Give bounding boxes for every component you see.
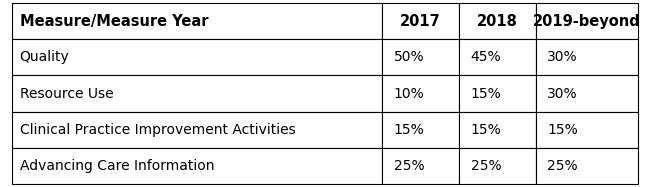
Text: Measure/Measure Year: Measure/Measure Year (20, 14, 208, 29)
Bar (536, 76, 638, 111)
Bar (459, 148, 536, 184)
Text: Quality: Quality (20, 50, 70, 65)
Bar (536, 111, 638, 148)
Bar (12, 76, 382, 111)
Text: 15%: 15% (547, 122, 578, 137)
Text: 15%: 15% (471, 87, 501, 100)
Bar (459, 3, 536, 39)
Text: 50%: 50% (394, 50, 424, 65)
Bar (12, 39, 382, 76)
Bar (382, 3, 459, 39)
Text: 30%: 30% (547, 50, 578, 65)
Text: 10%: 10% (394, 87, 424, 100)
Text: Clinical Practice Improvement Activities: Clinical Practice Improvement Activities (20, 122, 295, 137)
Text: 2018: 2018 (477, 14, 517, 29)
Bar (382, 148, 459, 184)
Text: 25%: 25% (547, 159, 578, 173)
Bar (536, 39, 638, 76)
Text: Resource Use: Resource Use (20, 87, 113, 100)
Bar (12, 111, 382, 148)
Bar (459, 76, 536, 111)
Bar (382, 111, 459, 148)
Bar (536, 148, 638, 184)
Text: 2017: 2017 (400, 14, 441, 29)
Bar (459, 111, 536, 148)
Text: 2019-beyond: 2019-beyond (533, 14, 641, 29)
Bar (12, 148, 382, 184)
Text: 45%: 45% (471, 50, 501, 65)
Text: Advancing Care Information: Advancing Care Information (20, 159, 214, 173)
Text: 15%: 15% (394, 122, 424, 137)
Text: 15%: 15% (471, 122, 501, 137)
Text: 25%: 25% (471, 159, 501, 173)
Text: 25%: 25% (394, 159, 424, 173)
Text: 30%: 30% (547, 87, 578, 100)
Bar (536, 3, 638, 39)
Bar (459, 39, 536, 76)
Bar (12, 3, 382, 39)
Bar (382, 76, 459, 111)
Bar (382, 39, 459, 76)
